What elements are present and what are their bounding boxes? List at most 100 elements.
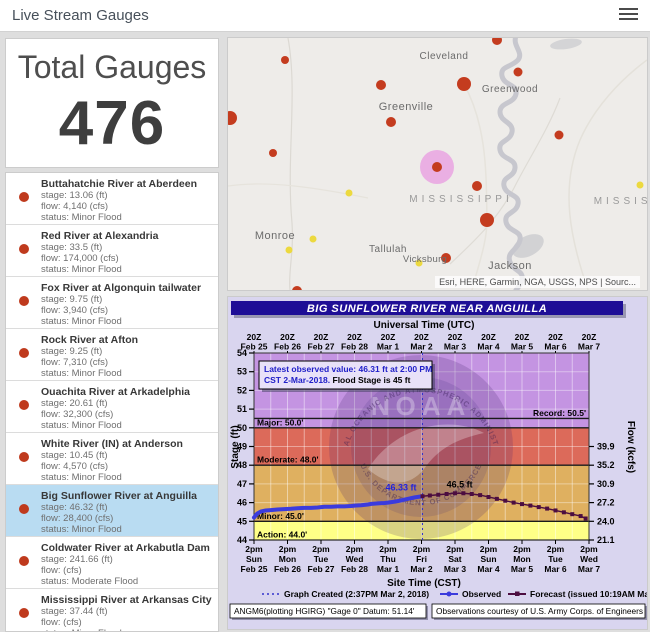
map-place-label: MISSISSIPPI	[409, 194, 512, 205]
stage-tick-label: 52	[237, 385, 247, 395]
gauge-marker[interactable]	[281, 56, 289, 64]
gauge-list-item[interactable]: White River (IN) at Anderson stage: 10.45…	[6, 433, 218, 485]
gauge-marker[interactable]	[386, 117, 396, 127]
utc-tick-date: Mar 5	[511, 342, 533, 352]
gauge-marker[interactable]	[492, 38, 502, 45]
utc-tick-date: Mar 1	[377, 342, 399, 352]
cst-tick-day: Tue	[548, 554, 563, 564]
cst-tick-date: Mar 7	[578, 564, 600, 574]
gauge-name: Coldwater River at Arkabutla Dam	[41, 542, 210, 554]
gauge-status-dot	[19, 452, 29, 462]
gauge-stage: stage: 10.45 (ft)	[41, 450, 108, 461]
utc-tick-time: 20Z	[481, 332, 496, 342]
cst-tick-time: 2pm	[580, 544, 598, 554]
gauge-marker[interactable]	[636, 181, 644, 189]
gauge-marker[interactable]	[457, 77, 471, 91]
legend-graph-created-label: Graph Created (2:37PM Mar 2, 2018)	[284, 589, 429, 599]
gauge-list-item[interactable]: Buttahatchie River at Aberdeen stage: 13.…	[6, 173, 218, 225]
gauge-name: Red River at Alexandria	[41, 230, 159, 242]
forecast-point	[545, 506, 550, 511]
selected-gauge-marker[interactable]	[432, 162, 442, 172]
gauge-marker[interactable]	[513, 67, 523, 77]
hamburger-menu-icon[interactable]	[619, 8, 638, 24]
total-gauges-label: Total Gauges	[17, 49, 207, 85]
gauge-marker[interactable]	[480, 213, 494, 227]
cst-tick-day: Sun	[246, 554, 262, 564]
map-place-label: MISSISS	[594, 196, 647, 207]
cst-tick-date: Mar 6	[544, 564, 566, 574]
annotation-line2: CST 2-Mar-2018. Flood Stage is 45 ft	[264, 375, 411, 385]
gauge-marker[interactable]	[376, 80, 386, 90]
utc-tick-date: Feb 27	[308, 342, 335, 352]
gauge-status-dot	[19, 244, 29, 254]
gauge-marker[interactable]	[228, 111, 237, 125]
chart-title: BIG SUNFLOWER RIVER NEAR ANGUILLA	[307, 303, 547, 315]
cst-axis-title: Site Time (CST)	[387, 578, 461, 589]
map-place-label: Tallulah	[369, 244, 407, 255]
gauge-flow: flow: 28,400 (cfs)	[41, 513, 114, 524]
map-canvas[interactable]: Cleveland Greenwood Greenville MISSISSIPPI M…	[228, 38, 647, 290]
stage-tick-label: 48	[237, 460, 247, 470]
gauge-marker[interactable]	[441, 253, 451, 263]
gauge-list-item[interactable]: Red River at Alexandria stage: 33.5 (ft) f…	[6, 225, 218, 277]
gauge-list-item[interactable]: Coldwater River at Arkabutla Dam stage: 2…	[6, 537, 218, 589]
map-panel[interactable]: Cleveland Greenwood Greenville MISSISSIPPI M…	[227, 37, 648, 291]
gauge-marker[interactable]	[345, 189, 353, 197]
forecast-point	[469, 491, 474, 496]
forecast-point	[503, 498, 508, 503]
forecast-peak-label: 46.5 ft	[447, 479, 473, 489]
gauge-list-item[interactable]: Fox River at Algonquin tailwater stage: 9…	[6, 277, 218, 329]
gauge-stage: stage: 9.75 (ft)	[41, 294, 103, 305]
stage-tick-label: 53	[237, 367, 247, 377]
cst-tick-date: Feb 28	[341, 564, 368, 574]
stage-tick-label: 44	[237, 535, 247, 545]
utc-tick-time: 20Z	[414, 332, 429, 342]
gauge-flow: flow: 4,570 (cfs)	[41, 461, 109, 472]
footnote-box	[229, 603, 427, 619]
gauge-flow: flow: 7,310 (cfs)	[41, 357, 109, 368]
gauge-marker[interactable]	[415, 259, 423, 267]
gauge-marker[interactable]	[292, 286, 302, 290]
cst-tick-date: Feb 27	[308, 564, 335, 574]
gauge-list-item[interactable]: Mississippi River at Arkansas City stage:…	[6, 589, 218, 631]
utc-tick-time: 20Z	[548, 332, 563, 342]
gauge-list-item[interactable]: Rock River at Afton stage: 9.25 (ft) flow:…	[6, 329, 218, 381]
utc-tick-time: 20Z	[247, 332, 262, 342]
cst-tick-date: Feb 26	[274, 564, 301, 574]
flow-tick-label: 27.2	[597, 498, 615, 508]
gauge-list-item[interactable]: Big Sunflower River at Anguilla stage: 46…	[6, 485, 218, 537]
cst-tick-day: Thu	[380, 554, 396, 564]
gauge-marker[interactable]	[309, 235, 317, 243]
cst-tick-date: Mar 1	[377, 564, 399, 574]
cst-tick-day: Sun	[480, 554, 496, 564]
gauge-list-item[interactable]: Ouachita River at Arkadelphia stage: 20.6…	[6, 381, 218, 433]
forecast-point	[444, 491, 449, 496]
gauge-marker[interactable]	[472, 181, 482, 191]
cst-tick-time: 2pm	[245, 544, 263, 554]
gauge-stage: stage: 33.5 (ft)	[41, 242, 103, 253]
utc-tick-date: Mar 4	[477, 342, 499, 352]
gauge-marker[interactable]	[269, 149, 277, 157]
forecast-point	[478, 493, 483, 498]
cst-tick-day: Wed	[580, 554, 598, 564]
gauge-name: Big Sunflower River at Anguilla	[41, 490, 197, 502]
cst-tick-time: 2pm	[379, 544, 397, 554]
map-road-line	[287, 38, 293, 290]
gauge-marker[interactable]	[554, 130, 564, 140]
gauge-status-dot	[19, 296, 29, 306]
flow-tick-label: 21.1	[597, 535, 615, 545]
cst-tick-date: Mar 3	[444, 564, 466, 574]
forecast-point	[536, 505, 541, 510]
utc-tick-date: Mar 7	[578, 342, 600, 352]
map-place-label: Monroe	[255, 230, 295, 242]
stage-tick-label: 51	[237, 404, 247, 414]
threshold-label-major: Major: 50.0'	[257, 417, 303, 427]
threshold-label-moderate: Moderate: 48.0'	[257, 455, 319, 465]
gauge-flow: flow: 174,000 (cfs)	[41, 253, 119, 264]
cst-tick-day: Fri	[416, 554, 427, 564]
utc-tick-time: 20Z	[582, 332, 597, 342]
gauge-marker[interactable]	[285, 246, 293, 254]
map-place-label: Jackson	[488, 260, 532, 272]
utc-tick-date: Mar 3	[444, 342, 466, 352]
cst-tick-day: Wed	[346, 554, 364, 564]
